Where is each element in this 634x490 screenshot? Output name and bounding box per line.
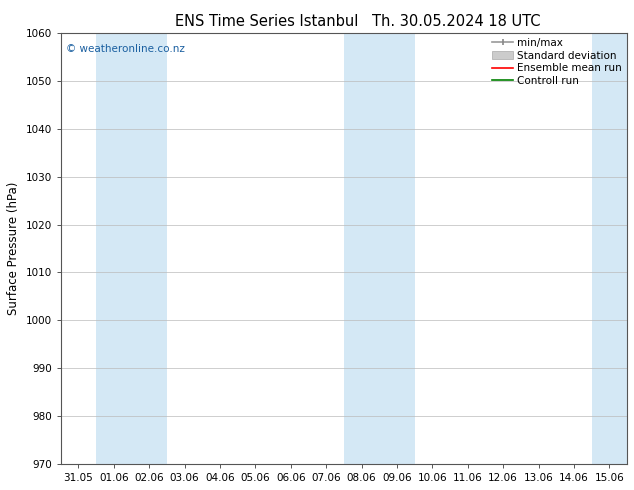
Text: © weatheronline.co.nz: © weatheronline.co.nz (67, 44, 185, 54)
Legend: min/max, Standard deviation, Ensemble mean run, Controll run: min/max, Standard deviation, Ensemble me… (492, 38, 622, 86)
Bar (344, 33, 415, 464)
Text: ENS Time Series Istanbul: ENS Time Series Istanbul (174, 14, 358, 29)
Bar (96, 33, 167, 464)
Y-axis label: Surface Pressure (hPa): Surface Pressure (hPa) (7, 182, 20, 315)
Bar (592, 33, 627, 464)
Text: Th. 30.05.2024 18 UTC: Th. 30.05.2024 18 UTC (372, 14, 541, 29)
